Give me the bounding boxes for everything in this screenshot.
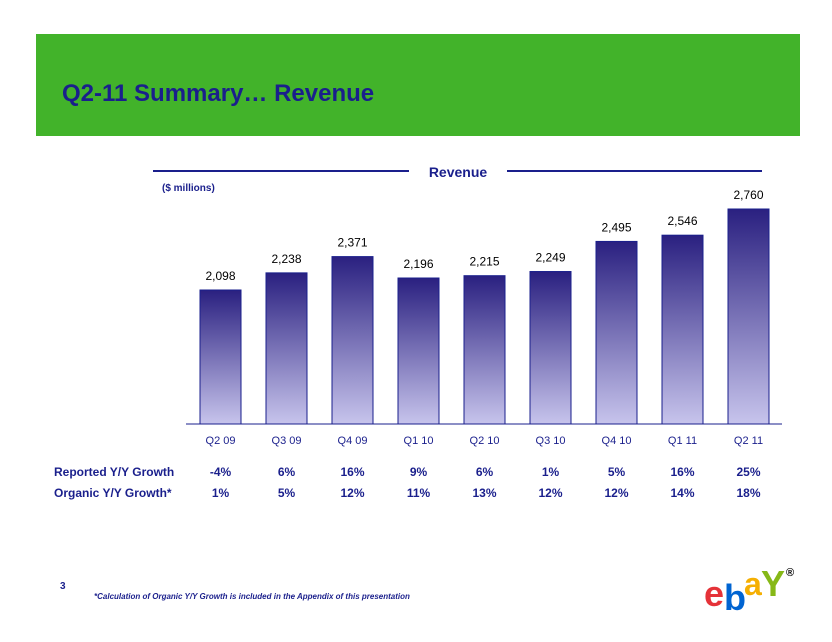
bar-value-label: 2,215 bbox=[469, 255, 499, 269]
metric-value: 16% bbox=[670, 465, 695, 479]
metric-value: 13% bbox=[472, 486, 497, 500]
metric-row-label: Reported Y/Y Growth bbox=[54, 465, 175, 479]
revenue-bar bbox=[265, 272, 308, 425]
x-tick-label: Q3 10 bbox=[536, 435, 566, 447]
metric-value: 11% bbox=[406, 486, 431, 500]
revenue-bar bbox=[529, 271, 572, 425]
chart-title: Revenue bbox=[428, 164, 488, 180]
bar-value-label: 2,238 bbox=[271, 252, 301, 266]
chart-units-label: ($ millions) bbox=[162, 183, 215, 194]
metric-value: 16% bbox=[340, 465, 365, 479]
bar-value-label: 2,546 bbox=[667, 214, 697, 228]
revenue-bar bbox=[199, 289, 242, 425]
x-tick-label: Q1 11 bbox=[668, 435, 697, 447]
x-tick-label: Q2 11 bbox=[734, 435, 763, 447]
metric-value: -4% bbox=[209, 465, 232, 479]
bar-value-label: 2,196 bbox=[403, 257, 433, 271]
metric-value: 12% bbox=[538, 486, 563, 500]
chart-title-rule-right bbox=[507, 170, 762, 172]
metric-value: 6% bbox=[475, 465, 494, 479]
revenue-bar bbox=[331, 256, 374, 425]
metric-value: 1% bbox=[211, 486, 230, 500]
bar-value-label: 2,495 bbox=[601, 220, 631, 234]
revenue-bar bbox=[595, 240, 638, 425]
bar-value-label: 2,249 bbox=[535, 251, 565, 265]
revenue-bar-chart: 2,098 Q2 09 2,238 Q3 09 2,371 Q4 09 2,196 Q1 10… bbox=[186, 188, 782, 447]
page-number: 3 bbox=[60, 581, 66, 592]
revenue-bar bbox=[727, 208, 770, 425]
x-tick-label: Q3 09 bbox=[272, 435, 302, 447]
bar-value-label: 2,760 bbox=[733, 188, 763, 202]
chart-title-rule-left bbox=[153, 170, 409, 172]
metric-row-label: Organic Y/Y Growth* bbox=[54, 486, 172, 500]
metric-value: 6% bbox=[277, 465, 296, 479]
metric-value: 25% bbox=[736, 465, 761, 479]
slide-title: Q2-11 Summary… Revenue bbox=[62, 80, 375, 107]
header-band: Q2-11 Summary… Revenue bbox=[36, 34, 800, 136]
bar-value-label: 2,098 bbox=[205, 269, 235, 283]
metric-value: 1% bbox=[541, 465, 560, 479]
x-tick-label: Q4 09 bbox=[338, 435, 368, 447]
x-tick-label: Q2 09 bbox=[206, 435, 236, 447]
revenue-bar bbox=[463, 275, 506, 425]
metric-value: 5% bbox=[277, 486, 296, 500]
metric-value: 18% bbox=[736, 486, 761, 500]
x-tick-label: Q2 10 bbox=[470, 435, 500, 447]
metric-value: 5% bbox=[607, 465, 626, 479]
metric-value: 9% bbox=[409, 465, 428, 479]
metric-value: 12% bbox=[340, 486, 365, 500]
revenue-bar bbox=[397, 277, 440, 425]
metric-value: 12% bbox=[604, 486, 629, 500]
ebay-logo: e b a Y ® bbox=[704, 563, 795, 618]
bar-value-label: 2,371 bbox=[337, 236, 367, 250]
footnote: *Calculation of Organic Y/Y Growth is in… bbox=[94, 592, 410, 601]
x-tick-label: Q1 10 bbox=[404, 435, 434, 447]
x-tick-label: Q4 10 bbox=[602, 435, 632, 447]
revenue-bar bbox=[661, 234, 704, 425]
metric-value: 14% bbox=[670, 486, 695, 500]
